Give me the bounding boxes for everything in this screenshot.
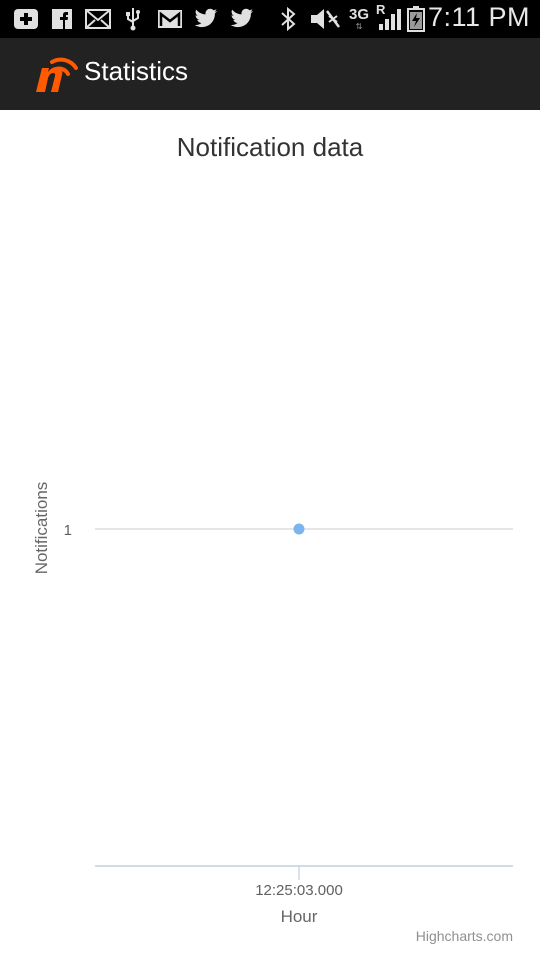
app-logo-icon[interactable]	[30, 52, 78, 96]
x-axis-title: Hour	[281, 907, 318, 926]
clock: 7:11 PM	[427, 2, 530, 32]
page-title: Statistics	[84, 56, 189, 86]
chart-plot: 1 12:25:03.000 Hour	[64, 522, 513, 926]
action-bar: Statistics	[0, 38, 540, 110]
network-type: 3G ⇅	[348, 6, 369, 31]
twitter-icon	[193, 7, 219, 31]
bluetooth-icon	[278, 7, 298, 31]
facebook-icon	[50, 7, 74, 31]
signal-icon: R	[374, 2, 404, 31]
status-bar: 3G ⇅ R 7:11 PM	[0, 0, 540, 38]
chart-container: 1 12:25:03.000 Hour Notification data Noti…	[0, 110, 540, 960]
gmail-icon	[156, 7, 184, 31]
data-point	[293, 523, 305, 535]
y-axis-title: Notifications	[32, 481, 51, 575]
chart-title: Notification data	[176, 132, 364, 162]
mail-icon	[84, 7, 112, 31]
mute-icon	[308, 7, 342, 31]
usb-icon	[122, 7, 144, 31]
battery-charging-icon	[405, 6, 427, 32]
twitter-icon	[229, 7, 255, 31]
x-tick-label: 12:25:03.000	[255, 882, 343, 899]
y-tick-label: 1	[64, 522, 72, 539]
highcharts-credits-link[interactable]: Highcharts.com	[415, 928, 513, 944]
add-box-icon	[12, 7, 40, 31]
